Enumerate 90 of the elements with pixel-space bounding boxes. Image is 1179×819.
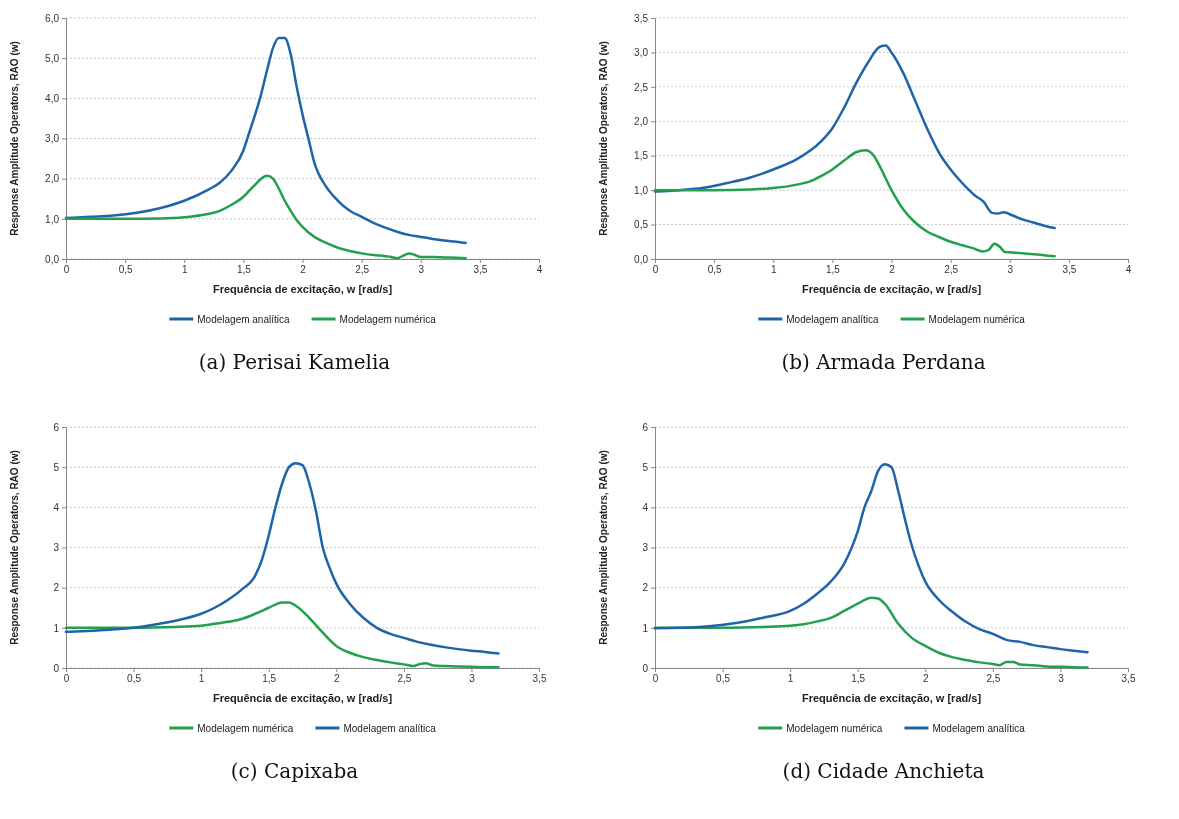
text: (c) Capixaba	[230, 759, 359, 783]
y-tick-label: 4	[642, 502, 649, 514]
line-series	[64, 461, 500, 655]
x-tick-label: 3,5	[1121, 673, 1136, 685]
x-tick-label: 3	[469, 673, 476, 685]
x-tick-label: 1	[198, 673, 205, 685]
x-tick-label: 1	[770, 264, 777, 276]
line-series	[653, 148, 1056, 258]
y-tick-label: 4	[53, 502, 60, 514]
legend-label: Modelagem numérica	[928, 314, 1026, 325]
x-tick-label: 3	[1007, 264, 1014, 276]
y-tick-label: 2,0	[634, 115, 649, 127]
x-tick-label: 2	[300, 264, 307, 276]
y-tick-label: 2,0	[45, 173, 60, 185]
legend-label: Modelagem analítica	[197, 314, 290, 325]
x-tick-label: 2,5	[355, 264, 370, 276]
x-tick-label: 2,5	[397, 673, 412, 685]
y-axis-title: Response Amplitude Operators, RAO (w)	[598, 41, 609, 236]
y-tick-label: 5	[642, 461, 649, 473]
y-tick-label: 1,5	[634, 150, 649, 162]
x-tick-label: 4	[1125, 264, 1132, 276]
x-tick-label: 0,5	[118, 264, 134, 276]
y-tick-label: 3	[53, 542, 60, 554]
legend-label: Modelagem numérica	[339, 314, 437, 325]
x-axis-title: Frequência de excitação, w [rad/s]	[212, 692, 393, 704]
line-series	[64, 601, 500, 669]
x-tick-label: 2,5	[986, 673, 1001, 685]
legend-label: Modelagem numérica	[786, 723, 883, 734]
y-tick-label: 1,0	[634, 184, 649, 196]
x-tick-label: 0,5	[716, 673, 731, 685]
y-tick-label: 5,0	[45, 52, 60, 64]
legend-label: Modelagem analítica	[932, 723, 1026, 734]
y-tick-label: 2	[53, 582, 60, 594]
legend-label: Modelagem numérica	[197, 723, 294, 734]
y-tick-label: 0,0	[45, 253, 60, 265]
y-axis-title: Response Amplitude Operators, RAO (w)	[9, 450, 20, 645]
x-tick-label: 2	[923, 673, 929, 685]
legend-label: Modelagem analítica	[343, 723, 437, 734]
x-axis-title: Frequência de excitação, w [rad/s]	[801, 283, 982, 295]
x-tick-label: 0	[652, 673, 659, 685]
text: (a) Perisai Kamelia	[198, 350, 391, 374]
y-tick-label: 3,0	[45, 133, 60, 145]
x-tick-label: 0	[63, 264, 70, 276]
line-series	[653, 44, 1056, 230]
line-series	[64, 174, 467, 260]
y-tick-label: 0,0	[634, 253, 649, 265]
x-tick-label: 0	[63, 673, 70, 685]
x-tick-label: 0,5	[127, 673, 142, 685]
x-tick-label: 1,5	[851, 673, 866, 685]
y-tick-label: 6	[53, 421, 60, 433]
x-tick-label: 0	[652, 264, 659, 276]
x-tick-label: 2	[334, 673, 340, 685]
line-series	[653, 463, 1089, 654]
x-tick-label: 1,5	[236, 264, 252, 276]
y-tick-label: 5	[53, 461, 60, 473]
y-tick-label: 1,0	[45, 213, 60, 225]
x-axis-title: Frequência de excitação, w [rad/s]	[801, 692, 982, 704]
x-tick-label: 0,5	[707, 264, 723, 276]
x-tick-label: 1	[787, 673, 794, 685]
x-tick-label: 2	[889, 264, 896, 276]
text: (b) Armada Perdana	[781, 350, 986, 374]
x-axis-title: Frequência de excitação, w [rad/s]	[212, 283, 393, 295]
x-tick-label: 1	[181, 264, 188, 276]
x-tick-label: 1,5	[262, 673, 277, 685]
y-tick-label: 1	[642, 622, 649, 634]
line-series	[64, 36, 467, 245]
y-tick-label: 3,0	[634, 47, 649, 59]
x-tick-label: 3	[1058, 673, 1065, 685]
y-tick-label: 6,0	[45, 12, 60, 24]
y-tick-label: 3,5	[634, 12, 649, 24]
x-tick-label: 3,5	[532, 673, 547, 685]
text: (d) Cidade Anchieta	[782, 759, 985, 783]
x-tick-label: 3	[418, 264, 425, 276]
y-tick-label: 0	[53, 662, 60, 674]
y-tick-label: 6	[642, 421, 649, 433]
y-tick-label: 3	[642, 542, 649, 554]
y-tick-label: 2	[642, 582, 649, 594]
y-tick-label: 0,5	[634, 219, 649, 231]
y-tick-label: 0	[642, 662, 649, 674]
x-tick-label: 3,5	[473, 264, 488, 276]
x-tick-label: 3,5	[1062, 264, 1077, 276]
legend-label: Modelagem analítica	[786, 314, 879, 325]
y-tick-label: 4,0	[45, 93, 60, 105]
x-tick-label: 1,5	[825, 264, 841, 276]
x-tick-label: 4	[536, 264, 543, 276]
y-tick-label: 1	[53, 622, 60, 634]
y-axis-title: Response Amplitude Operators, RAO (w)	[598, 450, 609, 645]
x-tick-label: 2,5	[944, 264, 959, 276]
y-tick-label: 2,5	[634, 81, 649, 93]
y-axis-title: Response Amplitude Operators, RAO (w)	[9, 41, 20, 236]
